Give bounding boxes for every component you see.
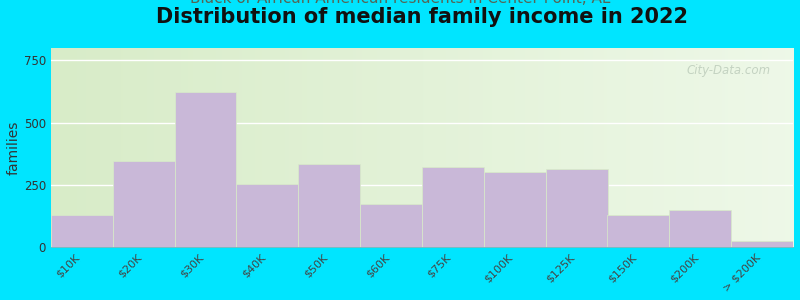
- Bar: [174, 92, 236, 247]
- Title: Distribution of median family income in 2022: Distribution of median family income in …: [156, 7, 688, 27]
- Text: Black or African American residents in Center Point, AL: Black or African American residents in C…: [190, 0, 610, 6]
- Bar: [607, 215, 670, 247]
- Bar: [51, 215, 113, 247]
- Bar: [422, 167, 484, 247]
- Bar: [236, 184, 298, 247]
- Bar: [360, 203, 422, 247]
- Bar: [484, 172, 546, 247]
- Bar: [731, 241, 793, 247]
- Text: City-Data.com: City-Data.com: [686, 64, 770, 77]
- Bar: [670, 210, 731, 247]
- Y-axis label: families: families: [7, 120, 21, 175]
- Bar: [113, 161, 174, 247]
- Bar: [546, 169, 607, 247]
- Bar: [298, 164, 360, 247]
